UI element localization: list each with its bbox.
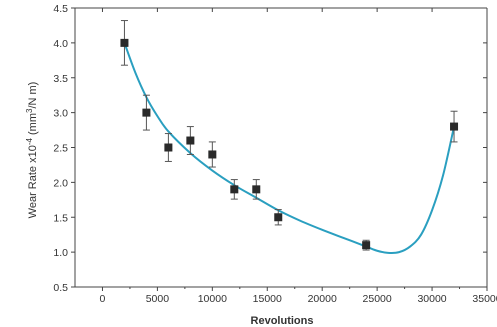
data-point <box>120 38 129 47</box>
data-point <box>274 213 283 222</box>
tick-marks <box>71 7 488 291</box>
x-tick-label: 30000 <box>417 293 446 305</box>
y-axis-title-unit-open: (mm <box>27 113 39 138</box>
fit-curve-layer <box>123 42 456 254</box>
x-tick-label: 15000 <box>253 293 282 305</box>
y-axis-title-unit-sup: 3 <box>25 108 34 113</box>
y-tick-label: 1.5 <box>53 212 68 224</box>
x-axis-title: Revolutions <box>251 315 314 327</box>
data-point <box>230 185 239 194</box>
x-tick-label: 0 <box>100 293 106 305</box>
y-axis-title: Wear Rate x10-4 (mm3/N m) <box>25 82 39 219</box>
fit-curve <box>123 42 456 254</box>
y-axis-title-exponent: -4 <box>25 138 34 146</box>
data-point <box>164 143 173 152</box>
data-points <box>120 38 459 250</box>
y-tick-label: 2.5 <box>53 143 68 155</box>
x-tick-label: 5000 <box>146 293 170 305</box>
x-tick-label: 25000 <box>363 293 392 305</box>
x-tick-label: 10000 <box>198 293 227 305</box>
y-tick-label: 3.5 <box>53 73 68 85</box>
y-tick-label: 4.5 <box>53 3 68 15</box>
y-axis-title-unit-close: /N m) <box>27 82 39 109</box>
y-tick-labels: 0.5 1.0 1.5 2.0 2.5 3.0 3.5 4.0 4.5 <box>53 3 68 294</box>
y-tick-label: 2.0 <box>53 177 68 189</box>
data-point <box>208 150 217 159</box>
data-point <box>142 108 151 117</box>
axes <box>74 7 488 288</box>
data-point <box>450 122 459 131</box>
y-tick-label: 1.0 <box>53 247 68 259</box>
data-point <box>252 185 261 194</box>
y-tick-label: 4.0 <box>53 38 68 50</box>
y-tick-label: 0.5 <box>53 282 68 294</box>
data-point <box>186 136 195 145</box>
y-tick-label: 3.0 <box>53 108 68 120</box>
y-axis-title-prefix: Wear Rate x10 <box>27 145 39 218</box>
x-tick-label: 20000 <box>308 293 337 305</box>
data-point <box>362 241 371 250</box>
